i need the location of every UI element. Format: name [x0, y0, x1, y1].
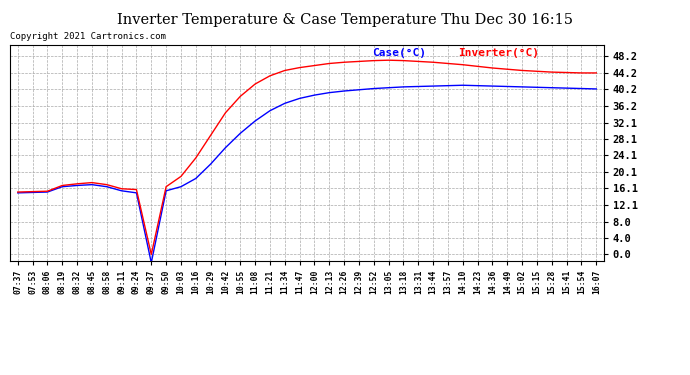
Text: Inverter Temperature & Case Temperature Thu Dec 30 16:15: Inverter Temperature & Case Temperature …: [117, 13, 573, 27]
Text: Copyright 2021 Cartronics.com: Copyright 2021 Cartronics.com: [10, 32, 166, 41]
Text: Case(°C): Case(°C): [373, 48, 426, 58]
Text: Inverter(°C): Inverter(°C): [458, 48, 540, 58]
